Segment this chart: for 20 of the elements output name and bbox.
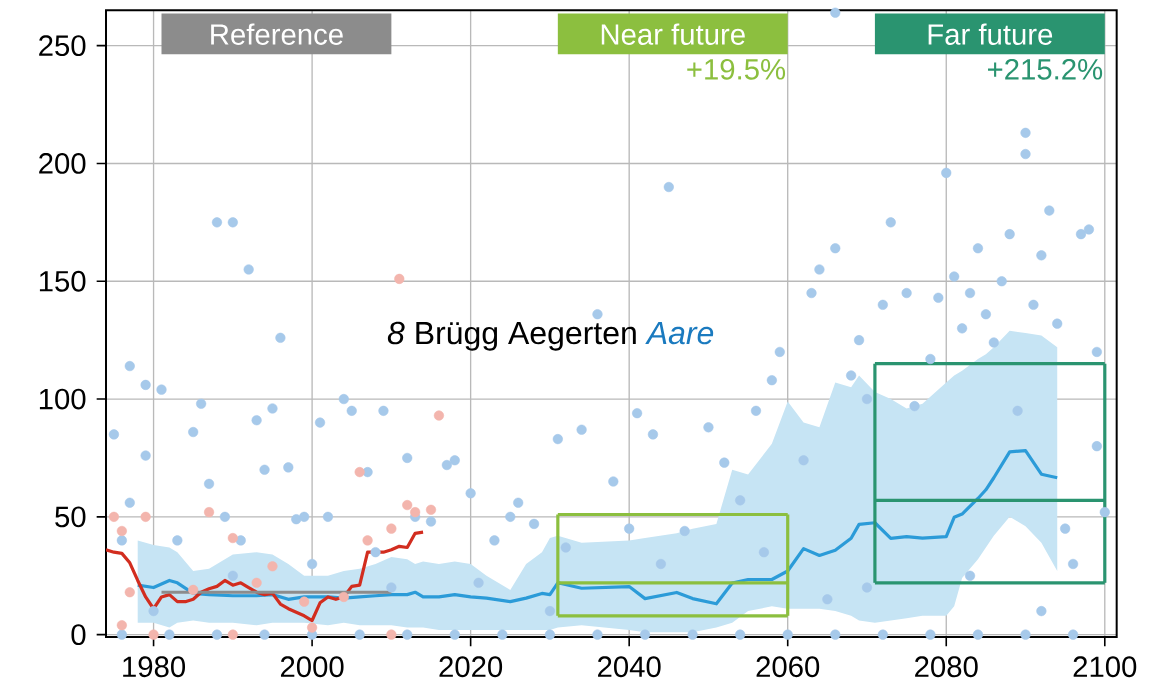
text: Aare: [645, 322, 714, 345]
x-tick-label: 2040: [598, 656, 661, 678]
text: 8 Brügg Aegerten: [387, 321, 636, 351]
y-tick-label: 250: [39, 35, 86, 57]
y-tick-label: 100: [39, 388, 86, 410]
x-tick-label: 2060: [756, 656, 820, 678]
y-tick-label: 150: [39, 270, 86, 292]
text: Reference: [211, 23, 343, 45]
x-tick-label: 2020: [439, 656, 503, 678]
text: Far future: [928, 23, 1053, 45]
x-tick-label: 2100: [1073, 656, 1137, 678]
annotation: +19.5%: [687, 58, 786, 80]
y-tick-label: 0: [71, 624, 86, 646]
x-tick-label: 2080: [915, 656, 978, 678]
x-tick-label: 2000: [280, 656, 344, 678]
annotation: +215.2%: [988, 58, 1103, 80]
y-tick-label: 50: [55, 506, 86, 528]
text: Near future: [601, 23, 745, 45]
x-tick-label: 1980: [123, 656, 186, 678]
y-tick-label: 200: [39, 153, 86, 174]
